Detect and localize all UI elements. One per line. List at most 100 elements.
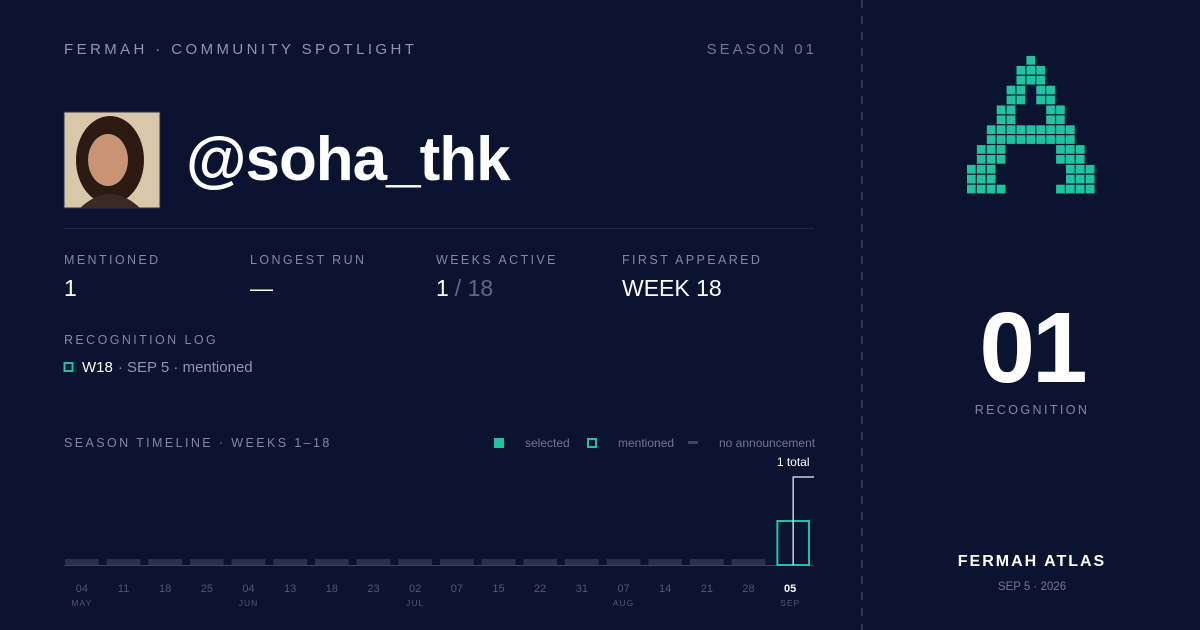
logo-pixel <box>1006 135 1016 144</box>
week-day: 05 <box>784 583 796 595</box>
week-bar <box>231 559 266 565</box>
week-bar <box>606 559 641 565</box>
log-title: RECOGNITION LOG <box>64 333 218 347</box>
logo-pixel <box>1056 125 1065 134</box>
logo-pixel <box>1026 135 1036 144</box>
logo-pixel <box>1056 105 1065 115</box>
logo-pixel <box>1036 75 1045 85</box>
recognition-label: RECOGNITION <box>975 403 1090 417</box>
logo-pixel <box>996 145 1006 154</box>
stat-value: 1/ 18 <box>436 275 493 301</box>
logo-pixel <box>1056 115 1065 125</box>
logo-pixel <box>976 174 986 184</box>
week-bar <box>481 559 516 565</box>
week-bar <box>523 559 557 565</box>
week-day: 23 <box>367 583 379 595</box>
log-detail: · SEP 5 · mentioned <box>118 359 253 376</box>
stat-label: WEEKS ACTIVE <box>436 253 558 267</box>
logo-pixel <box>1046 125 1055 134</box>
logo-pixel <box>1046 115 1055 125</box>
logo-pixel <box>1016 85 1026 95</box>
logo-pixel <box>1066 155 1075 164</box>
logo-pixel <box>1046 135 1055 144</box>
logo-pixel <box>1036 65 1045 75</box>
logo-pixel <box>967 184 976 194</box>
week-day: 22 <box>534 583 546 595</box>
legend-label: selected <box>525 436 570 450</box>
week-bar <box>356 559 391 565</box>
week-bar <box>398 559 432 565</box>
legend-swatch <box>688 441 698 444</box>
week-day: 04 <box>76 583 88 595</box>
brand-title: FERMAH · COMMUNITY SPOTLIGHT <box>64 41 417 58</box>
logo-pixel <box>1075 174 1085 184</box>
week-bar <box>690 559 724 565</box>
logo-pixel <box>996 135 1006 144</box>
stat-total: / 18 <box>455 275 493 301</box>
week-bar <box>106 559 141 565</box>
week-day: 02 <box>409 583 421 595</box>
logo-pixel <box>1085 184 1095 194</box>
week-day: 28 <box>742 583 754 595</box>
stat-number: 1 <box>436 275 449 301</box>
week-bar <box>148 559 182 565</box>
logo-pixel <box>986 155 996 164</box>
logo-pixel <box>1056 135 1065 144</box>
logo-pixel <box>1066 125 1075 134</box>
week-bar <box>273 559 307 565</box>
logo-pixel <box>1016 135 1026 144</box>
logo-pixel <box>1026 65 1036 75</box>
logo <box>967 56 1095 194</box>
logo-pixel <box>1066 135 1075 144</box>
logo-pixel <box>1056 184 1065 194</box>
logo-pixel <box>1016 75 1026 85</box>
week-day: 18 <box>326 583 338 595</box>
logo-pixel <box>986 145 996 154</box>
logo-pixel <box>1075 155 1085 164</box>
atlas-brand: FERMAH ATLAS <box>958 553 1106 570</box>
week-day: 18 <box>159 583 171 595</box>
logo-pixel <box>996 115 1006 125</box>
week-month: AUG <box>613 598 634 608</box>
logo-pixel <box>986 174 996 184</box>
logo-pixel <box>1006 105 1016 115</box>
logo-pixel <box>1046 95 1055 105</box>
logo-pixel <box>1026 56 1036 65</box>
week-month: SEP <box>780 598 800 608</box>
stat-value: 1 <box>64 275 77 301</box>
legend-swatch <box>494 438 504 448</box>
stat-number: 1 <box>64 275 77 301</box>
logo-pixel <box>1036 85 1045 95</box>
week-bar <box>565 559 599 565</box>
stat-label: FIRST APPEARED <box>622 253 762 267</box>
week-day: 21 <box>701 583 713 595</box>
log: W18 · SEP 5 · mentioned <box>63 359 253 376</box>
logo-pixel <box>1026 75 1036 85</box>
logo-pixel <box>1056 155 1065 164</box>
timeline: selected mentioned no announcement 04 MAY 11 1… <box>64 436 816 608</box>
logo-pixel <box>976 155 986 164</box>
logo-pixel <box>996 155 1006 164</box>
logo-pixel <box>1046 85 1055 95</box>
week-day: 14 <box>659 583 671 595</box>
logo-pixel <box>976 145 986 154</box>
logo-pixel <box>1066 174 1075 184</box>
logo-pixel <box>996 184 1006 194</box>
stat-value: — <box>250 275 273 301</box>
log-week: W18 <box>82 359 113 376</box>
timeline-title: SEASON TIMELINE · WEEKS 1–18 <box>64 436 332 450</box>
logo-pixel <box>967 174 976 184</box>
logo-pixel <box>1075 145 1085 154</box>
logo-pixel <box>976 164 986 174</box>
logo-pixel <box>1066 164 1075 174</box>
log-icon <box>63 362 74 372</box>
recognition-count: 01 <box>979 292 1085 404</box>
logo-pixel <box>1085 164 1095 174</box>
logo-pixel <box>1046 105 1055 115</box>
week-bar <box>648 559 682 565</box>
legend-label: no announcement <box>719 436 816 450</box>
annotation-leader <box>792 476 814 565</box>
